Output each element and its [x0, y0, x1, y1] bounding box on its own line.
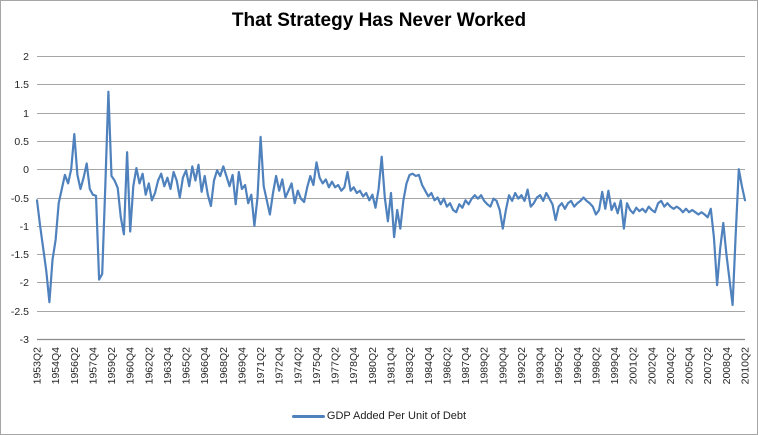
x-axis-tick-label: 1968Q2 — [218, 347, 230, 385]
x-axis-tick-label: 2008Q4 — [721, 347, 733, 385]
x-axis-tick-label: 1989Q2 — [479, 347, 491, 385]
x-axis-tick-label: 2005Q4 — [684, 347, 696, 385]
x-axis-tick-label: 1999Q4 — [609, 347, 621, 385]
x-axis-tick-label: 1978Q4 — [348, 347, 360, 385]
x-axis-tick-label: 1980Q2 — [367, 347, 379, 385]
x-axis-tick-label: 1972Q4 — [274, 347, 286, 385]
x-axis-tick-label: 1998Q2 — [590, 347, 602, 385]
x-axis-tick-label: 1954Q4 — [50, 347, 62, 385]
x-axis-tick-label: 1993Q4 — [535, 347, 547, 385]
x-axis-tick-label: 1956Q2 — [69, 347, 81, 385]
x-axis-tick-label: 1992Q2 — [516, 347, 528, 385]
x-axis-tick-label: 2001Q2 — [628, 347, 640, 385]
y-axis-tick-label: -2 — [20, 277, 29, 289]
x-axis-tick-label: 2004Q2 — [665, 347, 677, 385]
x-axis-tick-label: 1963Q4 — [162, 347, 174, 385]
x-axis-tick-label: 1966Q4 — [199, 347, 211, 385]
x-axis-tick-label: 1983Q2 — [404, 347, 416, 385]
x-axis-tick-label: 1969Q4 — [236, 347, 248, 385]
x-axis-tick-label: 1971Q2 — [255, 347, 267, 385]
chart-title: That Strategy Has Never Worked — [231, 10, 527, 31]
x-axis-tick-label: 1977Q2 — [330, 347, 342, 385]
y-axis-tick-label: -0.5 — [11, 193, 29, 205]
x-axis-tick-label: 1975Q4 — [311, 347, 323, 385]
x-axis-tick-label: 1960Q4 — [125, 347, 137, 385]
x-axis-tick-label: 2007Q2 — [702, 347, 714, 385]
y-axis-tick-label: 0 — [23, 164, 29, 176]
x-axis-tick-label: 1996Q4 — [572, 347, 584, 385]
y-axis-tick-label: 1 — [23, 108, 29, 120]
x-axis-tick-label: 1990Q4 — [497, 347, 509, 385]
y-axis-tick-label: 0.5 — [14, 136, 29, 148]
y-axis-tick-label: -1 — [20, 221, 29, 233]
x-axis-tick-label: 1974Q2 — [292, 347, 304, 385]
legend: GDP Added Per Unit of Debt — [1, 407, 757, 425]
x-axis-tick-label: 1995Q2 — [553, 347, 565, 385]
x-axis-tick-label: 1957Q4 — [87, 347, 99, 385]
y-axis-tick-label: -3 — [20, 334, 29, 346]
series-line — [35, 90, 747, 307]
x-axis-tick-label: 1981Q4 — [386, 347, 398, 385]
y-axis-tick-label: -2.5 — [11, 306, 29, 318]
x-axis-tick-label: 1987Q4 — [460, 347, 472, 385]
legend-label: GDP Added Per Unit of Debt — [326, 410, 467, 422]
x-axis-tick-label: 1986Q2 — [441, 347, 453, 385]
legend-line-swatch — [291, 414, 325, 418]
x-axis-tick-label: 1962Q2 — [143, 347, 155, 385]
y-axis-tick-label: -1.5 — [11, 249, 29, 261]
x-axis-tick-label: 1965Q2 — [181, 347, 193, 385]
x-axis-tick-label: 1953Q2 — [32, 347, 44, 385]
x-axis-tick-label: 1959Q2 — [106, 347, 118, 385]
y-axis-tick-label: 1.5 — [14, 79, 29, 91]
x-axis-tick-label: 2010Q2 — [740, 347, 752, 385]
x-axis-tick-label: 1984Q4 — [423, 347, 435, 385]
x-axis-tick-label: 2002Q4 — [646, 347, 658, 385]
y-axis-tick-label: 2 — [23, 51, 29, 63]
